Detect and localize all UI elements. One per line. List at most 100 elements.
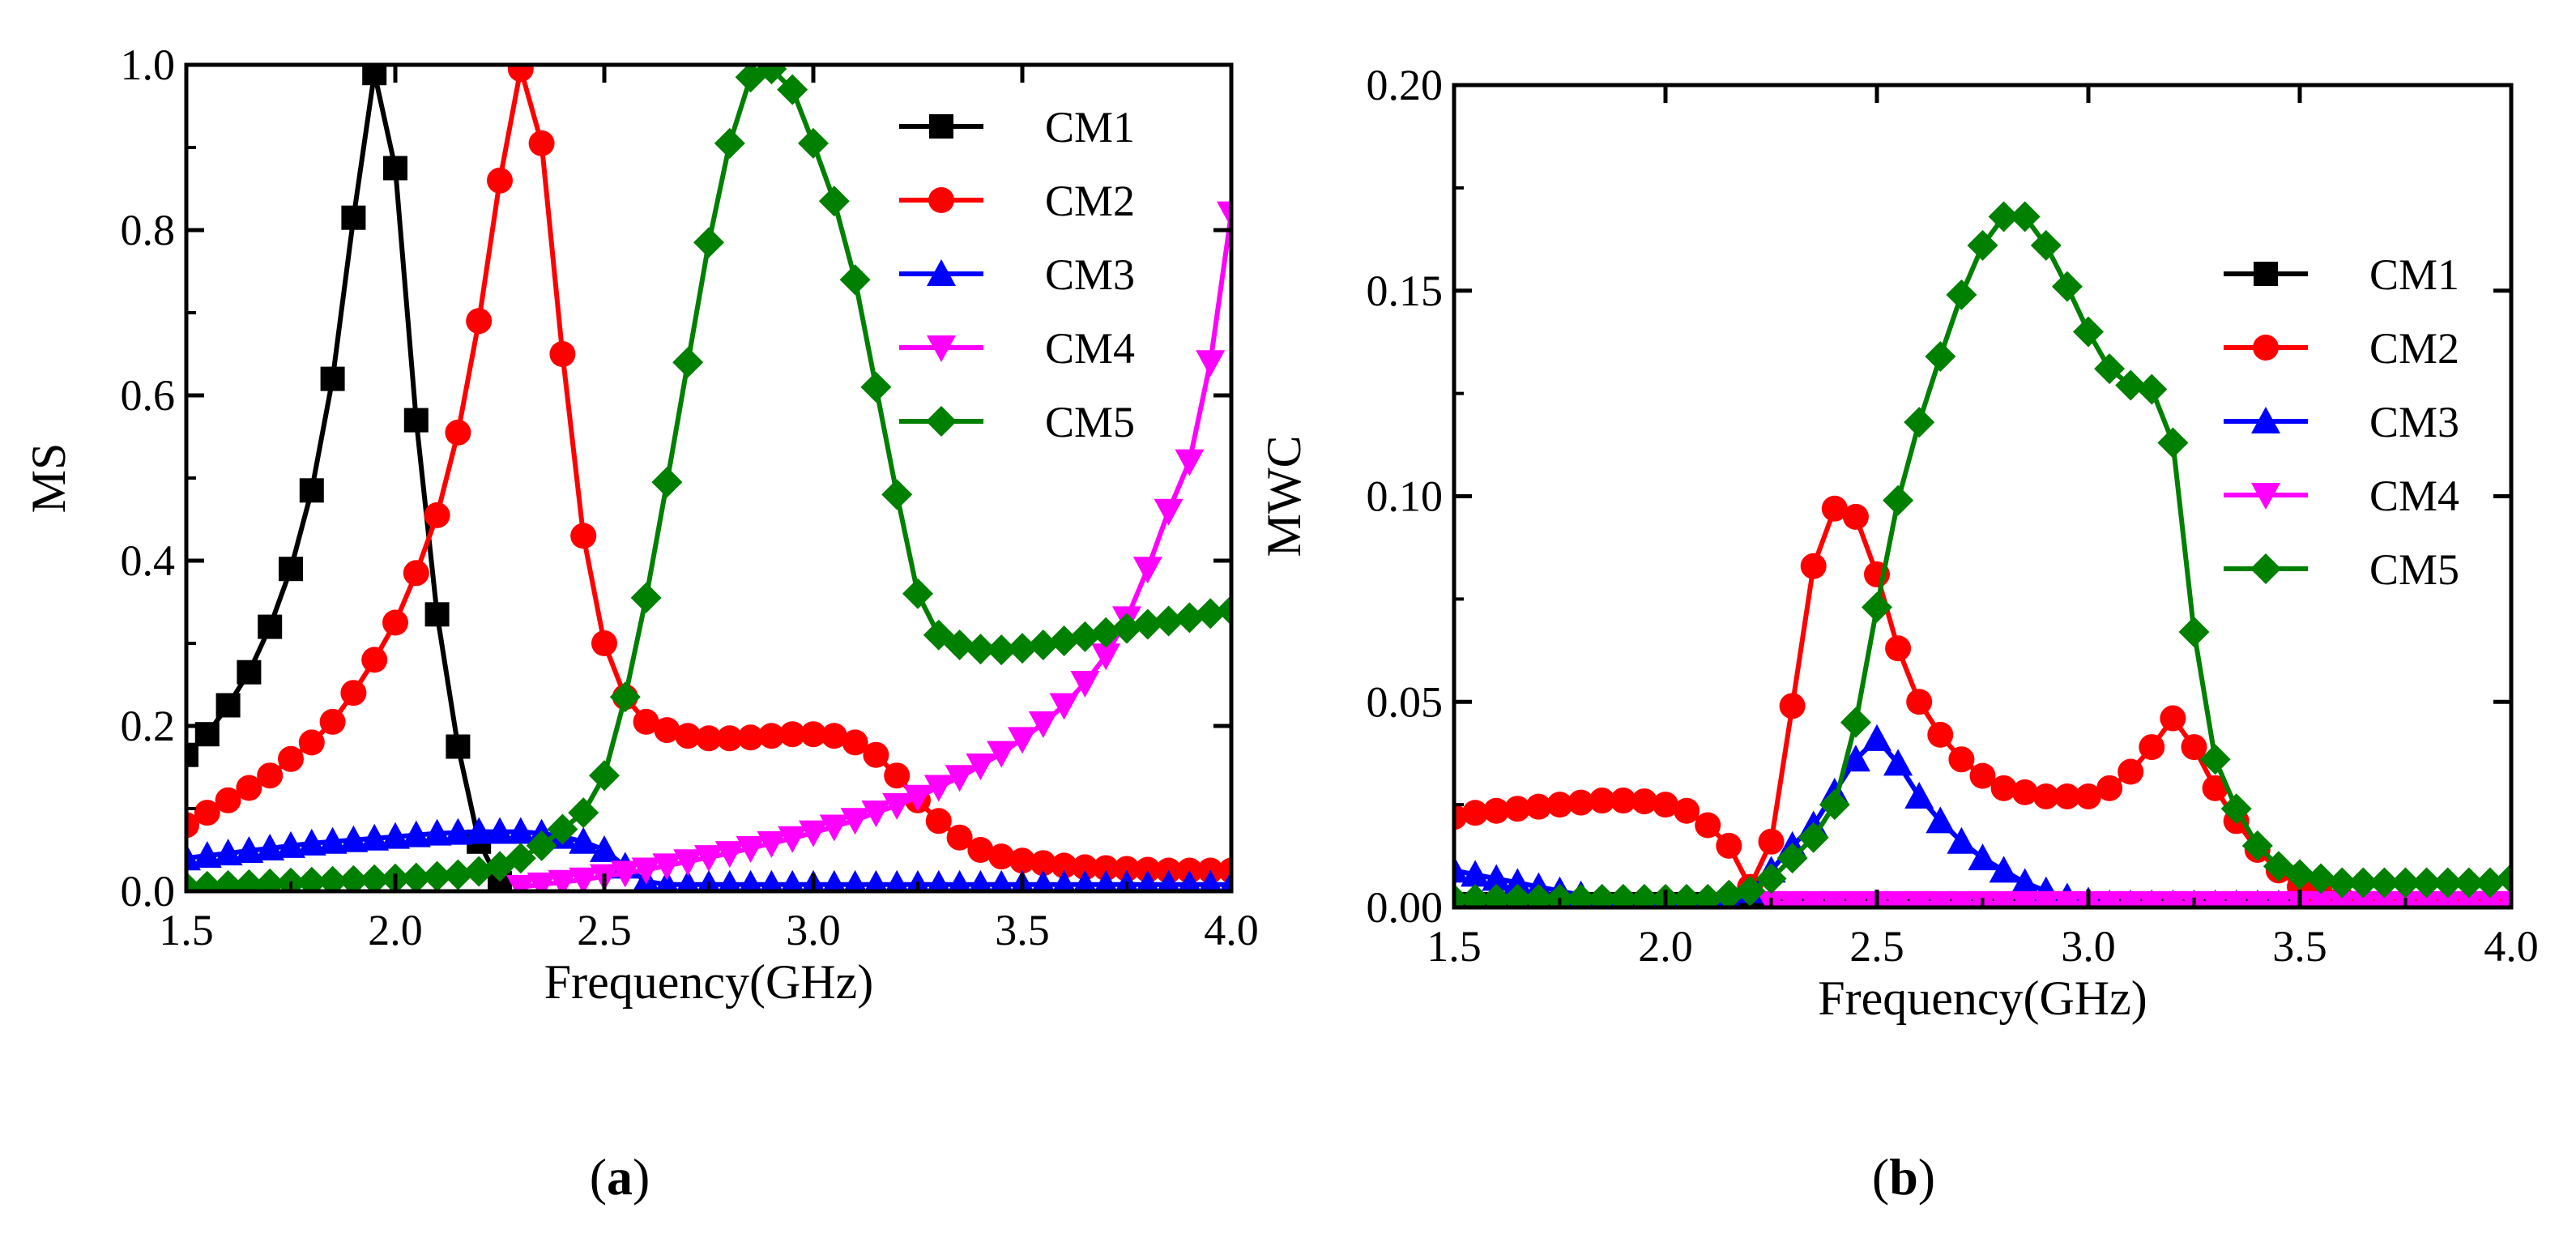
chart-a-cm2-point (988, 843, 1015, 870)
chart-a-legend-entry-cm3: CM3 (899, 250, 1135, 299)
chart-a-cm3-point (318, 826, 348, 854)
chart-a-cm4-point (923, 775, 953, 802)
chart-b-cm5-point (1798, 822, 1829, 853)
chart-b-cm5-point (1862, 591, 1892, 623)
chart-b-cm4-point (2158, 890, 2188, 907)
chart-a-cm5-point (400, 862, 432, 891)
chart-b-cm5-point (2073, 316, 2104, 348)
chart-a-cm5-point (1216, 595, 1231, 626)
chart-a-cm5-point (818, 186, 850, 217)
chart-b-cm2-point (1990, 775, 2017, 801)
chart-b-cm2-point (1695, 812, 1721, 839)
chart-a-cm1-point (341, 205, 366, 230)
chart-b-cm2-point (1969, 762, 1996, 789)
chart-b-cm2-point (1653, 792, 1678, 818)
chart-a-cm3-point (569, 826, 599, 854)
chart-b-cm5-point (1565, 883, 1597, 907)
chart-a-cm4-point (714, 841, 744, 869)
chart-a-cm4-point (778, 826, 808, 853)
chart-b-cm5-point (1607, 883, 1639, 907)
chart-a-cm1-point (186, 742, 198, 767)
chart-b-cm2-point (1589, 788, 1615, 814)
chart-a-cm2-point (424, 502, 450, 528)
chart-a-y-tick-label: 1.0 (121, 41, 176, 89)
chart-a-cm3-point (948, 869, 971, 891)
chart-b-cm5-point (1586, 883, 1618, 907)
chart-a-cm2-point (487, 167, 513, 194)
chart-b-cm5-point (2327, 867, 2358, 899)
chart-a-cm1-line (186, 70, 502, 885)
chart-a-cm4-point (1008, 727, 1037, 754)
chart-a-cm5-point (923, 619, 954, 651)
chart-b-cm2-point (2032, 783, 2059, 809)
chart-a-cm5-point (1027, 630, 1059, 661)
chart-b-legend-label: CM1 (2369, 250, 2459, 299)
chart-a-legend-marker (927, 335, 956, 362)
chart-a-legend-marker (929, 114, 953, 139)
chart-a-cm2-point (382, 609, 408, 636)
chart-a-cm5-point (986, 634, 1017, 666)
chart-a-cm5-point (505, 843, 536, 874)
chart-b-cm5-point (1502, 883, 1533, 907)
chart-a-cm1-point (279, 557, 303, 582)
chart-a-cm2-point (967, 837, 994, 863)
chart-a-cm3-point (505, 817, 535, 844)
chart-a-cm2-point (1051, 852, 1077, 879)
chart-a-cm3-point (864, 869, 888, 891)
chart-b-cm3-point (1461, 860, 1491, 887)
chart-a-cm3-point (1115, 869, 1139, 891)
chart-b-cm2-point (2202, 775, 2228, 801)
chart-a-cm3-point (822, 869, 847, 891)
chart-a-cm3-point (718, 869, 742, 891)
chart-a-cm2-point (570, 523, 597, 549)
chart-a-cm2-point (507, 65, 534, 83)
chart-b-cm2-point (1948, 746, 1975, 773)
chart-b-cm4-point (2327, 890, 2357, 907)
chart-b-cm2-point (1504, 796, 1531, 822)
chart-b-cm5-point (2411, 867, 2442, 899)
chart-a-cm2-point (361, 647, 388, 673)
chart-a-cm5-point (547, 813, 578, 845)
chart-b-cm5-point (1734, 875, 1766, 907)
chart-a-cm3-point (296, 828, 326, 856)
chart-b-x-tick-label: 2.0 (1638, 922, 1693, 971)
chart-b-cm5-point (1713, 879, 1745, 907)
chart-b-cm2-point (1758, 828, 1785, 855)
chart-a-legend-label: CM2 (1045, 177, 1135, 225)
chart-a-cm4-point (569, 867, 599, 891)
chart-a-cm1-point (237, 660, 262, 685)
chart-a-cm2-point (591, 630, 617, 656)
chart-a-cm1-point (383, 156, 407, 181)
chart-b-cm5-point (1946, 279, 1977, 310)
chart-a-cm3-point (213, 839, 243, 866)
chart-a-cm5-point (463, 856, 495, 887)
chart-a-cm4-point (1091, 643, 1121, 671)
chart-a-cm3-point (760, 869, 783, 891)
chart-a-cm4-point (882, 792, 912, 820)
chart-b-y-tick-label: 0.00 (1367, 883, 1444, 932)
chart-a-cm5-point (735, 65, 766, 93)
chart-b-cm4-point (2031, 890, 2061, 907)
chart-a-legend-entry-cm4: CM4 (899, 324, 1135, 373)
chart-a-cm5-point (359, 864, 390, 891)
chart-a-cm1-point (446, 734, 471, 759)
chart-b-legend-label: CM5 (2369, 545, 2459, 594)
chart-b-legend-marker (2251, 483, 2280, 510)
chart-a-cm2-point (821, 723, 847, 749)
chart-a-cm2-point (863, 741, 889, 768)
chart-b-cm4-point (2095, 890, 2125, 907)
chart-b-y-axis-label: MWC (1257, 436, 1311, 557)
chart-a-cm2-point (257, 762, 284, 789)
chart-b-cm4-point (2475, 890, 2505, 907)
chart-a-cm3-point (676, 869, 700, 891)
chart-b-cm4-point (1926, 890, 1955, 907)
chart-b-cm5-point (1544, 883, 1576, 907)
chart-a-cm1-point (362, 65, 387, 86)
chart-b-cm5-point (2009, 201, 2041, 233)
chart-a-cm2-point (1009, 847, 1035, 874)
chart-a-series-cm5 (186, 65, 1231, 891)
chart-b-cm5-point (2453, 867, 2484, 899)
chart-a-cm2-point (716, 725, 743, 752)
chart-a-cm5-point (1195, 598, 1226, 630)
chart-b-cm5-point (2136, 374, 2168, 405)
